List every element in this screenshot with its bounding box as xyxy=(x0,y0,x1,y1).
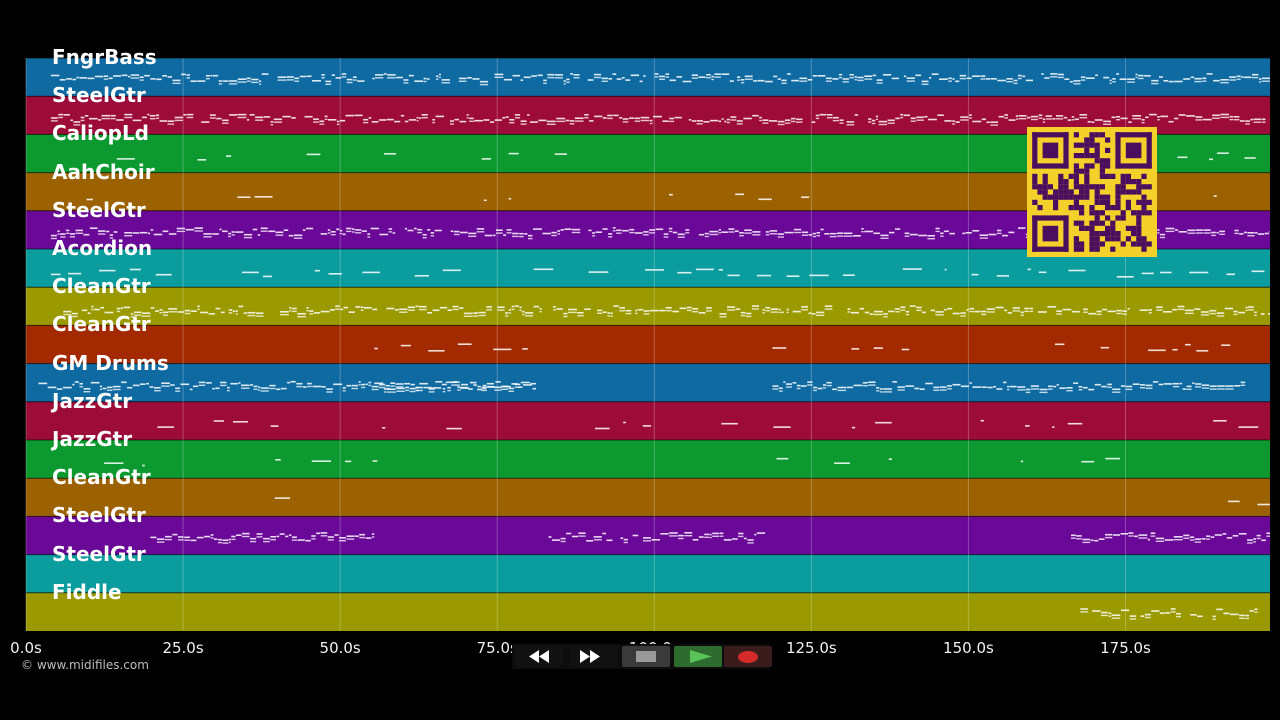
track-label: CaliopLd xyxy=(52,121,150,146)
fast-forward-button[interactable] xyxy=(570,646,618,667)
track-notes xyxy=(116,152,1256,161)
track-notes xyxy=(86,193,1217,202)
track-lane xyxy=(26,440,1270,479)
track-lane xyxy=(26,363,1270,402)
track-label: CleanGtr xyxy=(52,465,151,490)
tick-label: 175.0s xyxy=(1100,639,1151,657)
play-button[interactable] xyxy=(674,646,722,667)
rewind-button[interactable] xyxy=(515,646,563,667)
track-notes xyxy=(63,305,1270,318)
track-lane xyxy=(26,325,1270,364)
tick-label: 50.0s xyxy=(319,639,361,657)
track-notes xyxy=(50,113,1266,126)
track-label: SteelGtr xyxy=(52,503,146,528)
track-notes xyxy=(50,268,1265,278)
copyright-text: © www.midifiles.com xyxy=(21,658,149,672)
record-button[interactable] xyxy=(724,646,772,667)
track-notes xyxy=(374,343,1231,352)
track-notes xyxy=(150,532,1270,544)
track-label: SteelGtr xyxy=(52,541,146,566)
track-notes xyxy=(38,380,1246,394)
track-label: SteelGtr xyxy=(52,197,146,222)
tick-label: 0.0s xyxy=(10,639,42,657)
qr-code-icon[interactable] xyxy=(1027,127,1157,257)
track-label: Fiddle xyxy=(52,579,122,604)
tick-label: 25.0s xyxy=(162,639,204,657)
play-icon xyxy=(690,650,712,663)
track-notes xyxy=(104,457,1120,467)
track-label: SteelGtr xyxy=(52,83,146,108)
rewind-icon xyxy=(529,650,549,663)
stop-button[interactable] xyxy=(622,646,670,667)
track-lane xyxy=(26,592,1270,631)
track-notes xyxy=(274,497,1270,506)
track-notes xyxy=(157,419,1259,430)
track-label: CleanGtr xyxy=(52,274,151,299)
track-lane xyxy=(26,287,1270,326)
tick-label: 125.0s xyxy=(785,639,837,657)
track-label: AahChoir xyxy=(52,159,155,184)
track-label: JazzGtr xyxy=(52,388,133,413)
track-lane xyxy=(26,401,1270,440)
stop-icon xyxy=(636,651,656,662)
track-label: JazzGtr xyxy=(52,427,133,451)
track-label: GM Drums xyxy=(52,350,169,375)
tick-label: 75.0s xyxy=(476,639,518,657)
track-lane xyxy=(26,478,1270,517)
track-label: CleanGtr xyxy=(52,312,151,337)
fast-forward-icon xyxy=(580,650,600,663)
tick-label: 150.0s xyxy=(943,639,994,657)
track-notes xyxy=(1080,608,1258,620)
track-label: Acordion xyxy=(52,236,153,260)
track-lane xyxy=(26,516,1270,555)
track-label: FngrBass xyxy=(52,45,157,69)
track-lane xyxy=(26,554,1270,593)
transport-controls xyxy=(512,644,772,669)
record-icon xyxy=(738,651,758,663)
track-notes xyxy=(50,73,1270,86)
